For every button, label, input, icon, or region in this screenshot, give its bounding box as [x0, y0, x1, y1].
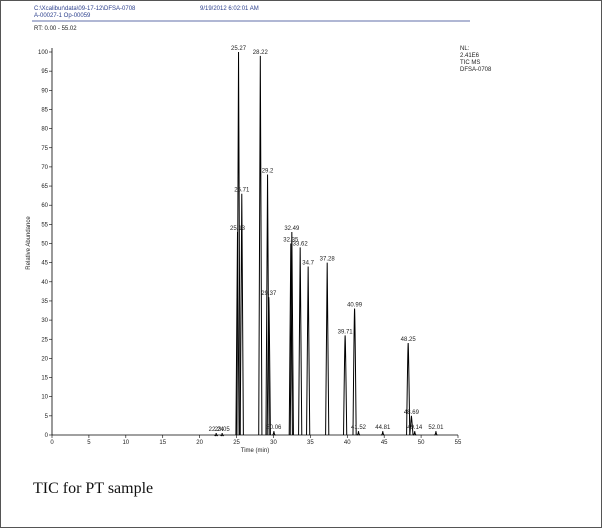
peak-label: 30.06 [266, 425, 282, 431]
peak-label: 23.05 [215, 427, 231, 433]
peak-label: 52.01 [428, 425, 444, 431]
x-tick-label: 10 [122, 440, 129, 446]
peak-label: 39.71 [338, 329, 354, 335]
x-tick-label: 35 [307, 440, 314, 446]
peak-label: 34.7 [302, 260, 314, 266]
y-tick-label: 25 [41, 337, 48, 343]
y-tick-label: 85 [41, 107, 48, 113]
y-tick-label: 5 [45, 414, 49, 420]
x-tick-label: 5 [87, 440, 91, 446]
peak-label: 41.52 [351, 425, 367, 431]
scan-type: TIC MS [460, 60, 480, 66]
peak-label: 48.69 [404, 410, 420, 416]
y-tick-label: 90 [41, 88, 48, 94]
peak [409, 415, 414, 436]
peak [325, 262, 330, 436]
y-tick-label: 95 [41, 69, 48, 75]
file-path: C:\Xcalibur\data\09-17-12\DFSA-0708 [34, 6, 136, 12]
peak-label: 37.28 [320, 257, 336, 263]
y-tick-label: 60 [41, 203, 48, 209]
peak [288, 243, 293, 436]
nl-value: 2.41E6 [460, 53, 480, 59]
peak [352, 308, 357, 436]
peak-label: 44.81 [375, 425, 391, 431]
peak-label: 40.99 [347, 303, 363, 309]
x-tick-label: 25 [233, 440, 240, 446]
y-tick-label: 15 [41, 376, 48, 382]
peak-label: 32.49 [284, 226, 300, 232]
peak [239, 193, 244, 436]
peak-label: 33.62 [293, 241, 309, 247]
peak-label: 48.25 [401, 337, 417, 343]
x-tick-label: 45 [381, 440, 388, 446]
y-axis-label: Relative Abundance [26, 216, 32, 270]
y-tick-label: 45 [41, 261, 48, 267]
y-tick-label: 50 [41, 242, 48, 248]
peak-label: 29.37 [261, 291, 277, 297]
y-tick-label: 55 [41, 222, 48, 228]
peak [381, 431, 385, 436]
caption: TIC for PT sample [33, 480, 153, 497]
y-tick-label: 10 [41, 395, 48, 401]
peak-label: 29.2 [262, 169, 274, 175]
peak [356, 431, 361, 436]
peak-label: 25.71 [234, 188, 250, 194]
y-tick-label: 65 [41, 184, 48, 190]
peak-label: 22.24 [209, 427, 225, 433]
peak-label: 28.22 [253, 50, 269, 56]
x-tick-label: 15 [159, 440, 166, 446]
peak [343, 335, 348, 436]
y-tick-label: 100 [38, 50, 49, 56]
y-tick-label: 40 [41, 280, 48, 286]
x-tick-label: 50 [418, 440, 425, 446]
nl-label: NL: [460, 46, 470, 52]
y-tick-label: 0 [45, 433, 49, 439]
y-tick-label: 20 [41, 356, 48, 362]
peak-label: 25.27 [231, 46, 247, 52]
peak-label: 32.35 [283, 238, 299, 244]
peak-label: 49.14 [407, 425, 423, 431]
x-tick-label: 0 [50, 440, 54, 446]
peak [406, 343, 411, 436]
x-tick-label: 40 [344, 440, 351, 446]
x-tick-label: 55 [455, 440, 462, 446]
file-name: DFSA-0708 [460, 67, 492, 73]
peak [413, 431, 417, 436]
peak [306, 266, 311, 436]
peak [220, 433, 225, 437]
peak [266, 297, 271, 436]
x-tick-label: 20 [196, 440, 203, 446]
y-tick-label: 35 [41, 299, 48, 305]
rt-range: RT: 0.00 - 55.02 [34, 26, 77, 32]
peak [258, 55, 263, 436]
y-tick-label: 70 [41, 165, 48, 171]
x-axis-label: Time (min) [241, 448, 269, 454]
timestamp: 9/19/2012 6:02:01 AM [200, 6, 259, 12]
peak [236, 51, 241, 436]
sample-id: A-00027-1 Op-00059 [34, 13, 91, 19]
y-tick-label: 30 [41, 318, 48, 324]
peak [272, 431, 276, 436]
peak [289, 231, 294, 436]
peak [434, 431, 438, 436]
peak [298, 247, 303, 436]
peak [214, 433, 219, 437]
y-tick-label: 80 [41, 127, 48, 133]
x-tick-label: 30 [270, 440, 277, 446]
y-tick-label: 75 [41, 146, 48, 152]
